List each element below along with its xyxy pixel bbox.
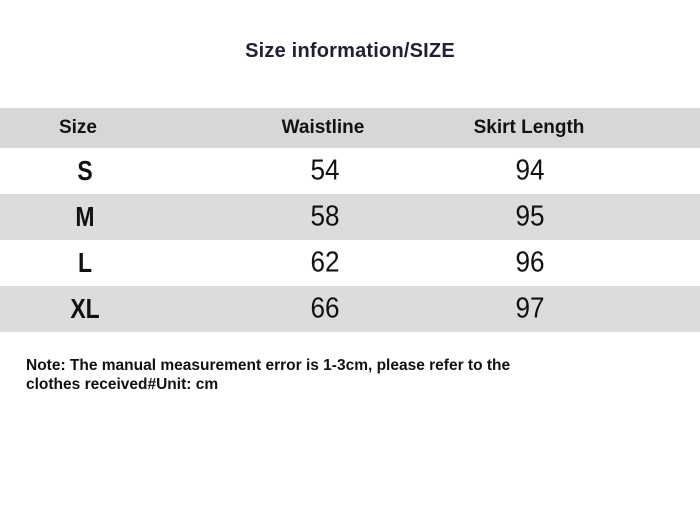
table-row: M 58 95 <box>0 194 700 240</box>
column-header-size: Size <box>58 117 98 138</box>
cell-waistline: 66 <box>310 292 340 325</box>
note-line-2: clothes received#Unit: cm <box>26 376 219 393</box>
note-line-1: Note: The manual measurement error is 1-… <box>26 357 511 374</box>
column-header-waistline: Waistline <box>281 117 365 138</box>
page-title: Size information/SIZE <box>245 40 455 62</box>
table-row: XL 66 97 <box>0 286 700 332</box>
measurement-note: Note: The manual measurement error is 1-… <box>26 356 586 394</box>
size-table: Size Waistline Skirt Length S 54 94 M 58… <box>0 108 700 332</box>
cell-size: L <box>77 247 93 278</box>
cell-size: M <box>75 201 95 232</box>
table-header-row: Size Waistline Skirt Length <box>0 108 700 148</box>
cell-waistline: 62 <box>310 246 340 279</box>
cell-waistline: 58 <box>310 200 340 233</box>
cell-size: XL <box>70 293 100 324</box>
cell-skirt-length: 96 <box>515 246 545 279</box>
cell-skirt-length: 95 <box>515 200 545 233</box>
table-row: L 62 96 <box>0 240 700 286</box>
cell-skirt-length: 97 <box>515 292 545 325</box>
cell-waistline: 54 <box>310 154 340 187</box>
table-row: S 54 94 <box>0 148 700 194</box>
column-header-skirt-length: Skirt Length <box>473 117 585 138</box>
cell-size: S <box>77 155 93 186</box>
cell-skirt-length: 94 <box>515 154 545 187</box>
